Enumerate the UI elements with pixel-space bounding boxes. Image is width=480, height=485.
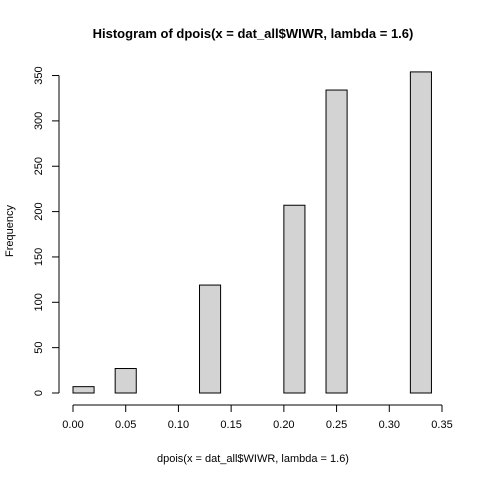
x-tick-label: 0.30 bbox=[379, 419, 400, 431]
histogram-bar bbox=[114, 368, 137, 394]
x-tick-label: 0.05 bbox=[115, 419, 136, 431]
y-tick-label: 200 bbox=[33, 202, 45, 220]
x-tick-label: 0.35 bbox=[431, 419, 452, 431]
y-tick-label: 100 bbox=[33, 293, 45, 311]
histogram-bar bbox=[283, 204, 306, 394]
x-axis: 0.00 0.05 0.10 0.15 0.20 0.25 0.30 0.35 bbox=[62, 404, 453, 431]
y-tick-label: 300 bbox=[33, 112, 45, 130]
x-tick-label: 0.20 bbox=[273, 419, 294, 431]
chart-title: Histogram of dpois(x = dat_all$WIWR, lam… bbox=[93, 26, 414, 41]
x-tick-label: 0.15 bbox=[220, 419, 241, 431]
x-tick-label: 0.10 bbox=[168, 419, 189, 431]
histogram-bar bbox=[72, 386, 95, 394]
x-tick-label: 0.00 bbox=[62, 419, 83, 431]
y-axis-label: Frequency bbox=[4, 205, 16, 257]
y-axis: 0 50 100 150 200 250 300 350 bbox=[33, 66, 60, 396]
histogram-bar bbox=[409, 71, 432, 394]
x-axis-label: dpois(x = dat_all$WIWR, lambda = 1.6) bbox=[157, 453, 349, 465]
y-tick-label: 50 bbox=[33, 342, 45, 354]
y-tick-label: 350 bbox=[33, 66, 45, 84]
histogram-bar bbox=[199, 284, 222, 394]
histogram-bars bbox=[72, 71, 432, 394]
y-tick-label: 150 bbox=[33, 248, 45, 266]
histogram-bar bbox=[325, 89, 348, 394]
y-tick-label: 250 bbox=[33, 157, 45, 175]
y-tick-label: 0 bbox=[33, 390, 45, 396]
x-tick-label: 0.25 bbox=[326, 419, 347, 431]
